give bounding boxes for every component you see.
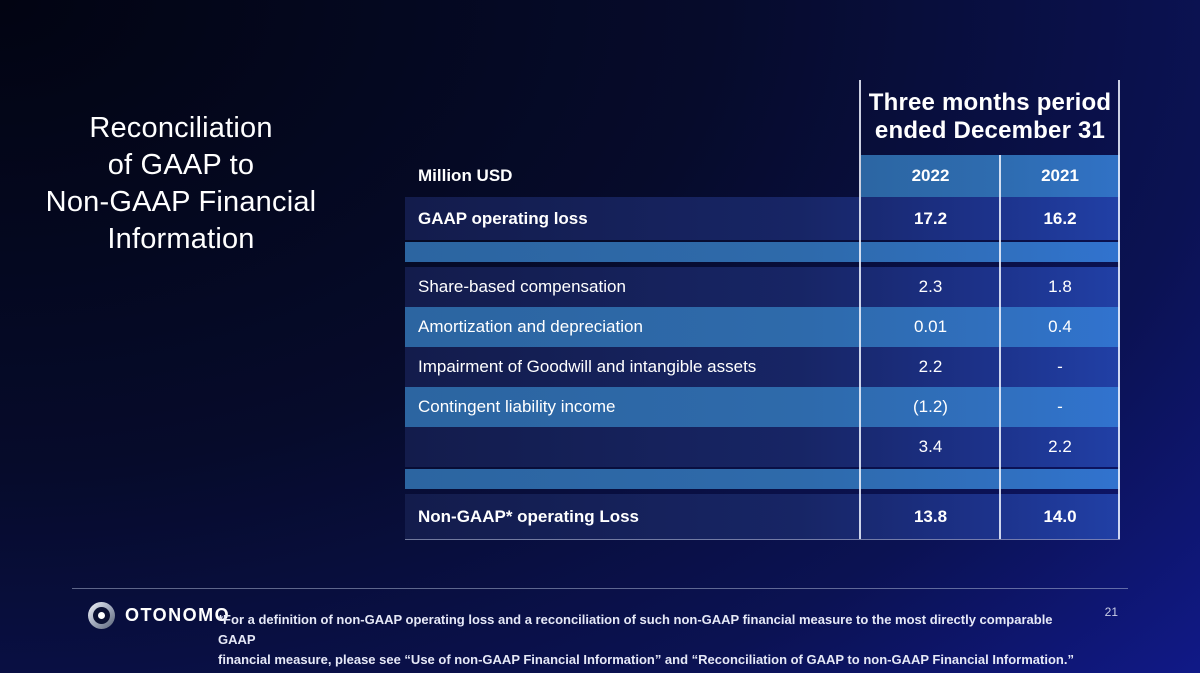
row-label bbox=[405, 427, 861, 467]
row-label bbox=[405, 242, 861, 262]
period-header: Three months period ended December 31 bbox=[405, 80, 1120, 155]
slide-title: Reconciliation of GAAP to Non-GAAP Finan… bbox=[45, 112, 317, 255]
unit-header-row: Million USD 2022 2021 bbox=[405, 155, 1120, 197]
logo-mark-icon bbox=[88, 602, 115, 629]
table-row: 3.4 2.2 bbox=[405, 427, 1120, 467]
period-header-text: Three months period ended December 31 bbox=[868, 89, 1112, 144]
table-row: Contingent liability income (1.2) - bbox=[405, 387, 1120, 427]
row-value-2022 bbox=[861, 242, 1000, 262]
row-value-2021 bbox=[1000, 469, 1120, 489]
row-label: Impairment of Goodwill and intangible as… bbox=[418, 357, 757, 376]
column-divider-middle bbox=[999, 155, 1001, 539]
row-label bbox=[405, 469, 861, 489]
table-row: Amortization and depreciation 0.01 0.4 bbox=[405, 307, 1120, 347]
row-value-2021: 16.2 bbox=[1043, 208, 1077, 228]
row-value-2022: 0.01 bbox=[913, 317, 948, 336]
unit-label: Million USD bbox=[418, 166, 513, 185]
column-divider-right bbox=[1118, 80, 1120, 539]
logo-inner-circle bbox=[93, 607, 110, 624]
page-number: 21 bbox=[1104, 605, 1118, 619]
row-label: GAAP operating loss bbox=[418, 208, 588, 228]
row-value-2021: 14.0 bbox=[1043, 506, 1077, 526]
row-label: Contingent liability income bbox=[418, 397, 616, 416]
row-value-2022: 17.2 bbox=[913, 208, 948, 228]
row-value-2021 bbox=[1000, 242, 1120, 262]
year-header-2022: 2022 bbox=[861, 155, 1000, 197]
table-row: GAAP operating loss 17.2 16.2 bbox=[405, 197, 1120, 240]
row-value-2022 bbox=[861, 469, 1000, 489]
year-header-2021: 2021 bbox=[1000, 155, 1120, 197]
row-value-2021: - bbox=[1057, 397, 1063, 416]
table-row: Impairment of Goodwill and intangible as… bbox=[405, 347, 1120, 387]
row-label: Share-based compensation bbox=[418, 277, 626, 296]
table-spacer-row bbox=[405, 469, 1120, 489]
table-row: Non-GAAP* operating Loss 13.8 14.0 bbox=[405, 494, 1120, 539]
row-value-2021: 0.4 bbox=[1048, 317, 1072, 336]
logo-wordmark: OTONOMO bbox=[125, 605, 231, 625]
table-rows: GAAP operating loss 17.2 16.2 Share-based c… bbox=[405, 197, 1120, 540]
row-value-2022: 13.8 bbox=[913, 506, 948, 526]
table-row: Share-based compensation 2.3 1.8 bbox=[405, 267, 1120, 307]
row-value-2021: - bbox=[1057, 357, 1063, 376]
footnote: *For a definition of non-GAAP operating … bbox=[218, 612, 1074, 667]
row-value-2022: 2.3 bbox=[918, 277, 943, 296]
footer-divider bbox=[72, 588, 1128, 589]
row-value-2021: 2.2 bbox=[1048, 437, 1072, 456]
row-value-2022: 3.4 bbox=[918, 437, 943, 456]
row-value-2021: 1.8 bbox=[1048, 277, 1072, 296]
row-value-2022: 2.2 bbox=[918, 357, 943, 376]
financial-table: Three months period ended December 31 Mi… bbox=[405, 80, 1120, 540]
logo-center-dot bbox=[98, 612, 105, 619]
column-divider-left bbox=[859, 80, 861, 539]
row-label: Non-GAAP* operating Loss bbox=[418, 506, 640, 526]
table-spacer-row bbox=[405, 242, 1120, 262]
otonomo-logo: OTONOMO bbox=[88, 602, 230, 629]
row-value-2022: (1.2) bbox=[913, 397, 948, 416]
row-label: Amortization and depreciation bbox=[418, 317, 643, 336]
